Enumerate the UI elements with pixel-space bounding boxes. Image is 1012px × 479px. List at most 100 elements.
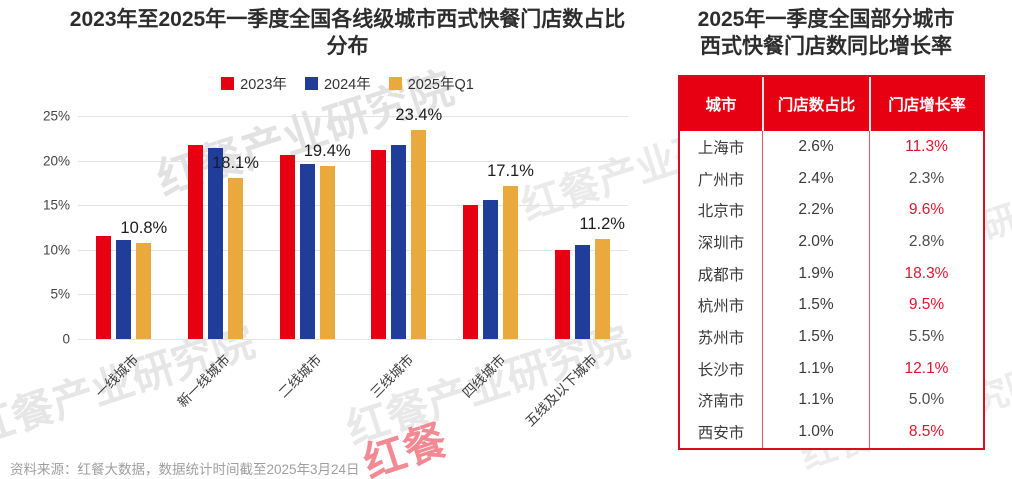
growth-table: 城市 门店数占比 门店增长率 上海市 2.6% 11.3% 广州市 2.4% 2.3% 北京市 2… [678, 75, 985, 450]
bar-data-label: 23.4% [395, 106, 443, 125]
table-row: 苏州市 1.5% 5.5% [680, 321, 983, 353]
legend-item: 2023年 [221, 73, 287, 94]
bar-2025年Q1-五线及以下城市 [594, 239, 610, 339]
table-header-cell: 门店增长率 [869, 77, 983, 131]
table-body: 上海市 2.6% 11.3% 广州市 2.4% 2.3% 北京市 2.2% 9.6% 深圳市 2.0… [680, 131, 983, 448]
legend-item: 2024年 [304, 73, 371, 94]
gridline [78, 249, 628, 251]
table-cell-city: 苏州市 [697, 329, 745, 347]
y-axis-tick-label: 10% [42, 242, 70, 258]
bar-2023年-二线城市 [279, 155, 295, 339]
gridline [78, 339, 628, 340]
table-row: 上海市 2.6% 11.3% [680, 131, 983, 163]
table-cell-city: 杭州市 [697, 298, 745, 316]
watermark-logo: 红餐 [357, 416, 453, 479]
legend-swatch-icon [221, 77, 235, 90]
bar-chart-title-line2: 分布 [326, 35, 369, 58]
bar-2024年-三线城市 [391, 144, 407, 339]
gridline [78, 160, 628, 162]
y-axis-tick-label: 5% [50, 286, 70, 302]
table-cell-city: 西安市 [697, 425, 745, 443]
bar-data-label: 18.1% [212, 153, 259, 172]
legend-item: 2025年Q1 [388, 73, 474, 94]
bar-2023年-四线城市 [463, 205, 478, 339]
table-cell-share: 1.1% [762, 352, 869, 385]
table-cell-share: 1.5% [762, 289, 869, 322]
bar-2025年Q1-四线城市 [503, 186, 518, 339]
table-cell-growth: 18.3% [869, 257, 983, 290]
bar-chart-plot: 10.8% 一线城市 18.1% 新一线城市 19.4% 二线城市 23.4% 三线城市 17.… [78, 106, 628, 429]
legend-label: 2023年 [240, 77, 287, 93]
y-axis-tick-label: 20% [42, 153, 70, 169]
table-row: 长沙市 1.1% 12.1% [680, 352, 983, 385]
table-cell-growth: 5.0% [869, 384, 983, 417]
table-header-cell: 门店数占比 [762, 77, 869, 131]
table-cell-share: 2.6% [762, 131, 869, 163]
table-cell-share: 2.2% [762, 194, 869, 227]
bar-2024年-新一线城市 [208, 148, 223, 339]
bar-data-label: 11.2% [579, 215, 625, 234]
table-cell-city: 上海市 [697, 139, 745, 157]
table-cell-growth: 11.3% [869, 131, 983, 163]
table-cell-city: 济南市 [697, 393, 745, 411]
table-cell-growth: 9.5% [869, 289, 983, 322]
y-axis-tick-label: 0 [62, 331, 70, 347]
table-cell-share: 2.4% [762, 162, 869, 195]
x-axis-category-label: 三线城市 [367, 351, 417, 401]
table-cell-city: 成都市 [697, 266, 745, 284]
x-axis-category-label: 新一线城市 [174, 351, 233, 411]
table-title-line1: 2025年一季度全国部分城市 [697, 8, 955, 31]
table-cell-share: 1.0% [762, 416, 869, 448]
y-axis: 25% 20% 15% 10% 5% 0 [20, 109, 70, 347]
legend-label: 2025年Q1 [407, 77, 474, 93]
y-axis-tick-label: 15% [42, 197, 70, 213]
bar-data-label: 19.4% [303, 141, 351, 160]
table-row: 成都市 1.9% 18.3% [680, 257, 983, 290]
bar-2025年Q1-新一线城市 [228, 177, 243, 339]
gridline [78, 205, 628, 207]
bar-2023年-新一线城市 [188, 145, 203, 339]
legend-label: 2024年 [323, 77, 371, 93]
y-axis-tick-label: 25% [42, 108, 70, 124]
legend-swatch-icon [304, 77, 318, 90]
bar-2023年-一线城市 [96, 236, 112, 339]
table-cell-growth: 5.5% [869, 321, 983, 353]
table-header-row: 城市 门店数占比 门店增长率 [680, 77, 983, 131]
table-cell-city: 长沙市 [697, 361, 745, 379]
chart-legend: 2023年 2024年 2025年Q1 [30, 73, 665, 94]
table-title-line2: 西式快餐门店数同比增长率 [700, 35, 952, 58]
table-cell-growth: 2.3% [869, 162, 983, 195]
table-row: 杭州市 1.5% 9.5% [680, 289, 983, 322]
table-cell-growth: 2.8% [869, 226, 983, 258]
table-title: 2025年一季度全国部分城市 西式快餐门店数同比增长率 [660, 6, 992, 60]
legend-swatch-icon [388, 77, 402, 90]
bar-2024年-二线城市 [299, 164, 315, 339]
table-header-cell: 城市 [705, 97, 737, 114]
table-row: 济南市 1.1% 5.0% [680, 384, 983, 417]
source-note: 资料来源：红餐大数据，数据统计时间截至2025年3月24日 [10, 462, 360, 477]
bar-2024年-四线城市 [483, 199, 498, 339]
bar-data-label: 17.1% [487, 162, 534, 181]
bar-2023年-五线及以下城市 [554, 249, 570, 339]
bar-2024年-五线及以下城市 [574, 245, 590, 339]
table-cell-growth: 8.5% [869, 416, 983, 448]
table-cell-growth: 9.6% [869, 194, 983, 227]
bar-data-label: 10.8% [120, 218, 168, 237]
x-axis-category-label: 一线城市 [92, 351, 142, 401]
bar-chart-title: 2023年至2025年一季度全国各线级城市西式快餐门店数占比 分布 [30, 6, 665, 60]
table-cell-city: 北京市 [697, 203, 745, 221]
table-cell-growth: 12.1% [869, 352, 983, 385]
table-row: 深圳市 2.0% 2.8% [680, 226, 983, 258]
x-axis-category-label: 五线及以下城市 [522, 351, 600, 430]
x-axis-category-label: 四线城市 [459, 351, 508, 401]
bar-2024年-一线城市 [116, 240, 132, 339]
gridline [78, 116, 628, 117]
bar-2025年Q1-三线城市 [411, 130, 427, 339]
table-cell-share: 1.1% [762, 384, 869, 417]
bar-chart-title-line1: 2023年至2025年一季度全国各线级城市西式快餐门店数占比 [69, 8, 626, 31]
bar-2023年-三线城市 [371, 149, 387, 339]
gridline [78, 294, 628, 296]
table-row: 北京市 2.2% 9.6% [680, 194, 983, 227]
table-cell-share: 1.5% [762, 321, 869, 353]
